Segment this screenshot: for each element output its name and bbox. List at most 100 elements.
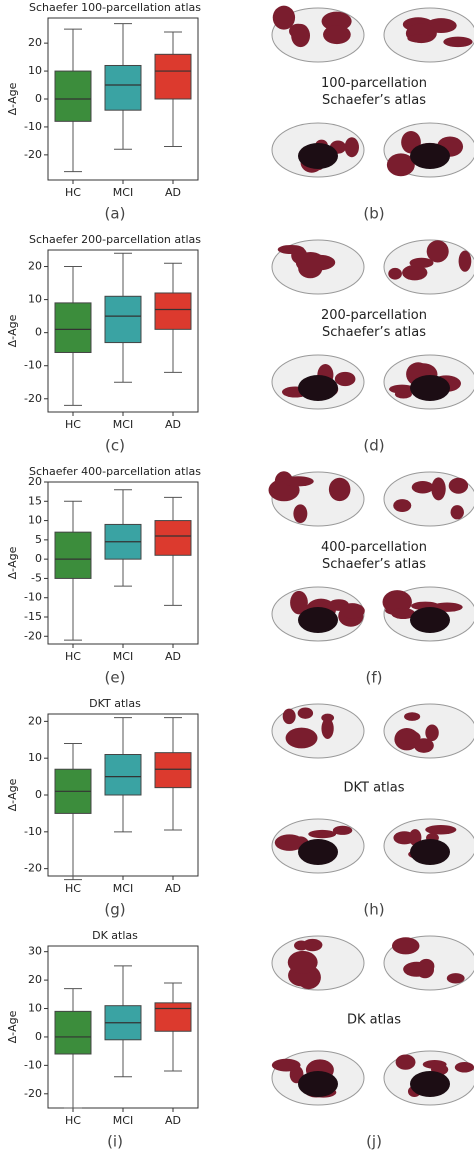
box — [54, 531, 92, 579]
box — [154, 520, 192, 556]
panel-caption: (d) — [363, 437, 384, 455]
brain-view — [268, 471, 365, 527]
region — [446, 973, 465, 984]
atlas-label: DKT atlas — [343, 781, 404, 796]
box — [104, 295, 142, 344]
y-tick-label: -20 — [24, 862, 42, 875]
region — [454, 1062, 474, 1073]
brain-view — [383, 122, 474, 178]
atlas-label: Schaefer’s atlas — [322, 325, 426, 340]
panel-caption: (h) — [363, 901, 384, 919]
x-tick-label: HC — [65, 1114, 81, 1127]
brain-view — [271, 818, 365, 874]
region — [393, 499, 412, 512]
atlas-label: 400-parcellation — [321, 540, 427, 555]
region — [272, 5, 296, 30]
panel-caption: (i) — [107, 1133, 123, 1151]
region — [289, 23, 308, 39]
y-tick-label: 0 — [35, 788, 42, 801]
y-tick-label: 5 — [35, 533, 42, 546]
region — [413, 738, 434, 753]
box — [154, 53, 192, 100]
atlas-label: 200-parcellation — [321, 308, 427, 323]
chart-title: Schaefer 200-parcellation atlas — [29, 233, 201, 246]
y-tick-label: -20 — [24, 1087, 42, 1100]
region — [404, 712, 421, 721]
y-tick-label: -10 — [24, 825, 42, 838]
box — [104, 64, 142, 111]
y-tick-label: 20 — [28, 973, 42, 986]
region — [344, 137, 359, 158]
region — [402, 264, 428, 281]
region — [409, 257, 434, 269]
y-tick-label: 0 — [35, 552, 42, 565]
x-tick-label: AD — [165, 650, 181, 663]
atlas-label: Schaefer’s atlas — [322, 557, 426, 572]
box — [54, 70, 92, 122]
x-tick-label: MCI — [113, 418, 133, 431]
medial-wall — [298, 375, 338, 401]
y-tick-label: 10 — [28, 1002, 42, 1015]
y-tick-label: 20 — [28, 475, 42, 488]
brain-view — [383, 703, 474, 759]
x-tick-label: MCI — [113, 186, 133, 199]
region — [407, 34, 434, 43]
brain-view — [383, 1050, 474, 1106]
x-tick-label: HC — [65, 650, 81, 663]
region — [450, 505, 464, 520]
panel-caption: (a) — [105, 205, 126, 223]
y-tick-label: -5 — [31, 571, 42, 584]
region — [458, 250, 472, 272]
region — [293, 504, 308, 524]
y-axis-label: Δ-Age — [6, 778, 19, 811]
panel-caption: (b) — [363, 205, 384, 223]
region — [323, 25, 351, 45]
region — [339, 603, 365, 619]
y-tick-label: 0 — [35, 92, 42, 105]
medial-wall — [410, 143, 450, 169]
y-tick-label: 20 — [28, 714, 42, 727]
region — [388, 267, 402, 280]
region — [426, 240, 449, 263]
x-tick-label: MCI — [113, 1114, 133, 1127]
y-tick-label: 0 — [35, 326, 42, 339]
y-tick-label: 20 — [28, 260, 42, 273]
region — [393, 831, 416, 845]
y-tick-label: -10 — [24, 1058, 42, 1071]
medial-wall — [298, 143, 338, 169]
medial-wall — [410, 1071, 450, 1097]
x-tick-label: HC — [65, 882, 81, 895]
panel-caption: (f) — [366, 669, 383, 687]
region — [277, 244, 305, 255]
region — [282, 708, 296, 725]
region — [332, 825, 353, 835]
atlas-label: DK atlas — [347, 1013, 401, 1028]
y-tick-label: 0 — [35, 1030, 42, 1043]
x-tick-label: AD — [165, 418, 181, 431]
panel-caption: (c) — [105, 437, 125, 455]
region — [382, 590, 412, 614]
brain-view — [383, 354, 474, 410]
box — [154, 1002, 192, 1032]
brain-view — [271, 935, 365, 991]
y-tick-label: -20 — [24, 392, 42, 405]
x-tick-label: MCI — [113, 882, 133, 895]
y-tick-label: -20 — [24, 148, 42, 161]
medial-wall — [410, 607, 450, 633]
region — [425, 825, 457, 835]
x-tick-label: AD — [165, 882, 181, 895]
atlas-label: 100-parcellation — [321, 76, 427, 91]
chart-title: Schaefer 100-parcellation atlas — [29, 1, 201, 14]
region — [386, 153, 415, 177]
y-tick-label: 10 — [28, 751, 42, 764]
atlas-label: Schaefer’s atlas — [322, 93, 426, 108]
region — [425, 724, 439, 742]
x-tick-label: HC — [65, 186, 81, 199]
medial-wall — [298, 607, 338, 633]
region — [395, 1054, 416, 1070]
brain-view — [271, 586, 365, 642]
y-tick-label: -20 — [24, 629, 42, 642]
region — [448, 477, 469, 494]
y-tick-label: 15 — [28, 494, 42, 507]
